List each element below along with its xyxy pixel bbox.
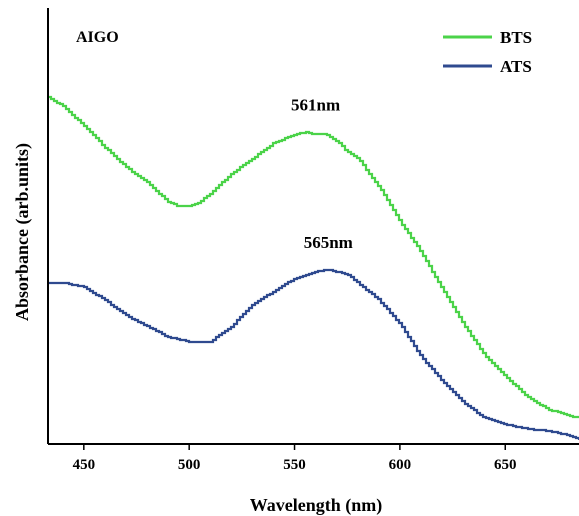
x-axis-title: Wavelength (nm) <box>250 495 383 516</box>
annotations: 561nm 565nm <box>291 95 353 251</box>
legend-label-ats: ATS <box>500 57 532 76</box>
peak-annotation-1: 561nm <box>291 95 340 114</box>
peak-annotation-2: 565nm <box>304 233 353 252</box>
x-tick-label-600: 600 <box>389 457 412 473</box>
panel-label: AIGO <box>76 29 119 46</box>
series-line-ats <box>48 268 579 440</box>
x-tick-label-500: 500 <box>178 457 201 473</box>
x-tick-labels: 450 500 550 600 650 <box>73 457 517 473</box>
x-tick-label-450: 450 <box>73 457 96 473</box>
series-line-bts <box>48 95 579 419</box>
series-layer <box>48 95 579 440</box>
x-tick-label-550: 550 <box>283 457 306 473</box>
legend-label-bts: BTS <box>500 28 532 47</box>
y-axis-title: Absorbance (arb.units) <box>12 143 33 321</box>
x-tick-label-650: 650 <box>494 457 517 473</box>
legend: BTS ATS <box>443 28 532 76</box>
